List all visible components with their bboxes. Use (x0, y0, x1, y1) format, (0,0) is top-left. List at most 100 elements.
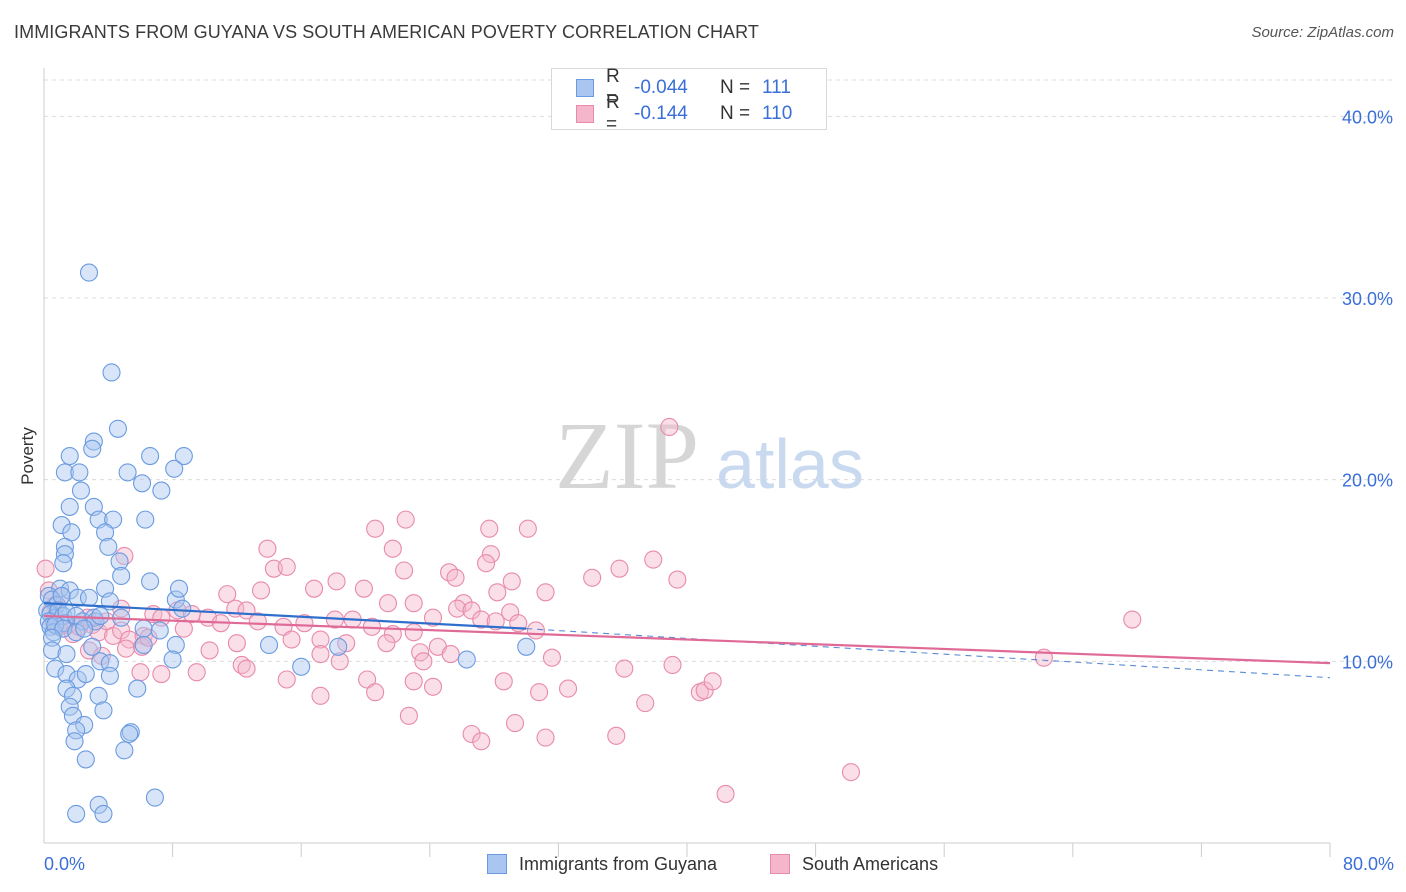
guyana-point (79, 263, 99, 282)
guyana-point (55, 463, 74, 482)
guyana-point (141, 572, 160, 591)
n-label: N = (720, 77, 751, 98)
guyana-point (166, 635, 185, 655)
south-americans-trend-line (43, 614, 1331, 665)
guyana-point (136, 510, 155, 529)
south-americans-point (399, 706, 418, 725)
guyana-trend-extension (526, 628, 1331, 679)
grid-lines (44, 79, 1395, 662)
south-americans-point (536, 583, 555, 602)
south-americans-point (480, 519, 499, 538)
guyana-point (60, 497, 79, 516)
source-label: Source: ZipAtlas.com (1251, 24, 1394, 41)
legend-row-south-americans: R = -0.144 N = 110 (576, 92, 793, 135)
n-value-south-americans: 110 (762, 103, 793, 124)
south-americans-point (383, 539, 402, 558)
trend-lines (43, 602, 1331, 679)
south-americans-point (36, 559, 55, 578)
south-americans-point (227, 634, 246, 653)
guyana-point (517, 637, 536, 656)
guyana-point (292, 657, 311, 676)
south-americans-point (396, 510, 415, 529)
south-americans-point (330, 652, 349, 671)
south-americans-point (200, 641, 219, 660)
south-americans-point (486, 612, 505, 631)
guyana-point (174, 446, 193, 466)
guyana-point (118, 463, 137, 482)
guyana-legend-swatch (487, 854, 507, 874)
south-americans-point (366, 519, 385, 538)
legend-item-south-americans[interactable]: South Americans (770, 852, 938, 876)
guyana-point (457, 650, 476, 669)
south-americans-point (663, 655, 682, 675)
south-americans-point (494, 672, 513, 691)
guyana-point (166, 590, 185, 609)
chart-title: IMMIGRANTS FROM GUYANA VS SOUTH AMERICAN… (14, 22, 760, 42)
south-americans-point (636, 694, 655, 713)
n-label: N = (720, 103, 751, 124)
south-americans-point (644, 550, 663, 569)
legend-row-guyana: R = -0.044 N = 111 (576, 66, 791, 109)
guyana-point (163, 650, 182, 669)
south-americans-point (477, 554, 496, 573)
y-tick-label: 10.0% (1342, 652, 1393, 672)
south-americans-point (423, 608, 443, 627)
guyana-point (57, 664, 76, 684)
south-americans-point (327, 572, 346, 591)
south-americans-point (448, 599, 467, 618)
south-americans-point (378, 594, 398, 613)
guyana-point (42, 641, 62, 660)
guyana-point (89, 795, 108, 814)
south-americans-point (305, 579, 324, 598)
x-tick-label: 80.0% (1343, 854, 1394, 874)
guyana-point (76, 664, 95, 684)
guyana-point (145, 788, 164, 807)
guyana-point (42, 628, 62, 647)
south-americans-point (277, 670, 296, 689)
south-americans-point (358, 670, 377, 689)
south-americans-point (502, 572, 521, 591)
south-americans-point (232, 655, 251, 675)
guyana-point (104, 510, 123, 529)
tick-labels: 10.0% 20.0% 30.0% 40.0% 0.0% 80.0% (44, 107, 1394, 874)
y-tick-label: 40.0% (1342, 107, 1393, 127)
south-americans-point (526, 621, 545, 640)
axes (43, 68, 1331, 857)
y-axis-label: Poverty (18, 427, 37, 485)
r-value-south-americans: -0.144 (634, 103, 688, 124)
r-value-guyana: -0.044 (634, 77, 688, 98)
guyana-point (63, 686, 82, 705)
south-americans-point (441, 645, 460, 664)
south-americans-legend-swatch (770, 854, 790, 874)
south-americans-swatch (576, 105, 594, 123)
watermark: ZIP atlas (555, 402, 864, 509)
south-americans-point (248, 612, 267, 631)
south-americans-point (115, 546, 134, 566)
south-americans-point (607, 726, 626, 745)
south-americans-point (558, 679, 578, 698)
south-americans-point (481, 545, 500, 564)
south-americans-point (583, 568, 602, 587)
south-americans-point (462, 601, 481, 620)
guyana-point (89, 686, 108, 705)
guyana-point (76, 750, 95, 769)
guyana-point (94, 701, 113, 720)
guyana-point (115, 741, 134, 760)
guyana-point (329, 637, 348, 656)
south-americans-point (251, 581, 271, 600)
y-tick-label: 30.0% (1342, 289, 1393, 309)
south-americans-point (1123, 610, 1142, 629)
guyana-point (108, 419, 127, 438)
south-americans-point (660, 417, 679, 437)
guyana-point (120, 724, 139, 744)
south-americans-point (258, 539, 277, 558)
x-tick-label: 0.0% (44, 854, 85, 874)
guyana-point (102, 363, 121, 382)
watermark-zip: ZIP (555, 402, 699, 509)
guyana-point (71, 481, 91, 500)
south-americans-point (542, 648, 562, 667)
guyana-point (83, 439, 102, 458)
legend-item-guyana[interactable]: Immigrants from Guyana (487, 852, 717, 876)
south-americans-point (610, 559, 629, 578)
